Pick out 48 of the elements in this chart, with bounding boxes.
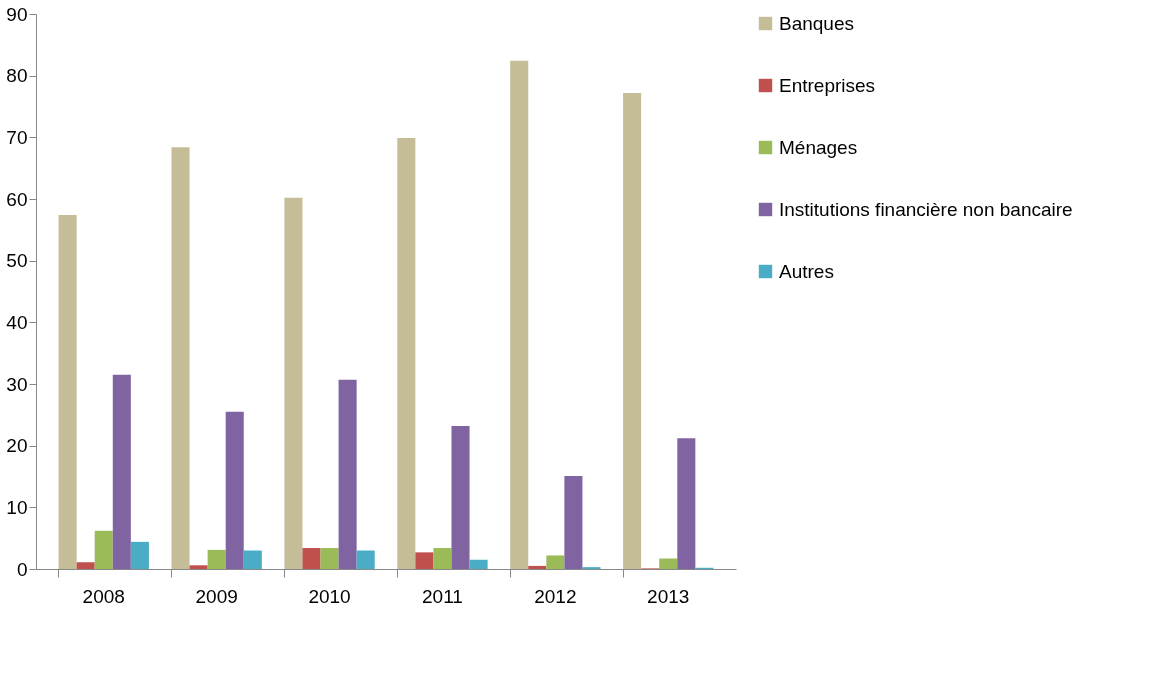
bar [207,549,226,569]
bar [397,137,416,569]
bar [469,559,488,569]
legend-label: Ménages [779,136,858,158]
y-tick-label: 60 [6,188,28,210]
bar [189,565,208,569]
y-tick-label: 50 [6,250,28,272]
bar [320,548,339,569]
bar [338,379,357,569]
bar [58,215,77,569]
y-tick-label: 40 [6,311,28,333]
y-tick-label: 10 [6,496,28,518]
bar [564,475,583,569]
bar [112,374,131,569]
bar [130,541,149,569]
bar [284,197,303,569]
bar [623,92,642,569]
x-tick-label: 2010 [308,585,351,607]
y-tick-label: 20 [6,435,28,457]
x-tick-label: 2013 [647,585,690,607]
bar [546,555,565,569]
bar [302,548,321,569]
y-tick-label: 0 [16,558,28,580]
bar [243,550,262,569]
y-tick-label: 30 [6,373,28,395]
bar [659,558,678,569]
bar [677,438,696,569]
legend-label: Entreprises [779,74,876,96]
bar [225,411,244,569]
bar [528,565,547,569]
legend-label: Institutions financière non bancaire [779,198,1073,220]
y-tick-label: 80 [6,65,28,87]
x-tick-label: 2009 [195,585,238,607]
bar [451,425,470,569]
bar [510,60,529,569]
bar [356,550,375,569]
x-tick-label: 2012 [534,585,577,607]
legend-label: Banques [779,12,855,34]
y-tick-label: 90 [6,3,28,25]
bar [415,552,434,569]
x-tick-label: 2008 [82,585,125,607]
bar [171,147,190,569]
x-tick-label: 2011 [422,585,463,607]
y-tick-label: 70 [6,126,28,148]
bar [433,548,452,569]
bar [94,530,113,569]
legend-label: Autres [779,260,834,282]
bar [76,562,95,569]
